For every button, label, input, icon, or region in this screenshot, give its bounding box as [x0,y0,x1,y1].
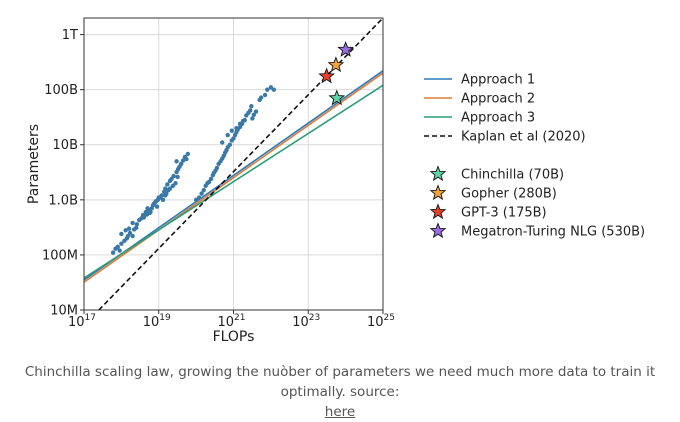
scatter-point [240,118,246,124]
x-tick-label: 1025 [367,313,395,330]
scatter-point [249,104,254,109]
x-axis-label: FLOPs [213,329,255,345]
legend: Approach 1 Approach 2 Approach 3 Kaplan et … [424,73,645,240]
scatter-point [262,92,268,98]
scatter-point [237,121,243,127]
scatter-point [234,125,239,131]
scatter-point [127,230,133,236]
legend-label: Chinchilla (70B) [461,168,564,183]
scatter-point [248,108,253,113]
x-tick-label: 1021 [218,313,246,330]
scatter-point [227,142,233,147]
scatter-point [208,176,214,182]
x-tick-label: 1019 [143,313,171,330]
scatter-point [119,241,124,246]
scatter-point [251,112,257,117]
scatter-point [134,225,139,231]
model-star [318,67,335,84]
series-line [84,84,383,279]
legend-label: Megatron-Turing NLG (530B) [461,225,645,240]
scatter-point [225,132,230,138]
scatter-points [110,85,277,255]
y-axis-ticks: 10M 100M 1.0B 10B 100B 1T [42,28,84,319]
scatter-point [196,195,202,200]
scatter-point [229,128,234,133]
scatter-point [164,191,169,196]
scatter-point [134,222,140,227]
scatter-point [214,165,220,171]
scatter-point [123,228,128,233]
scatter-point [130,233,135,239]
scatter-point [258,95,264,100]
scatter-point [185,151,191,157]
scatter-point [167,186,173,191]
scatter-point [117,248,122,253]
scatter-point [171,173,176,179]
y-tick-label: 1.0B [48,193,78,208]
scatter-point [130,220,135,226]
scatter-point [184,156,189,162]
scatter-point [141,215,147,220]
scatter-point [193,197,199,203]
caption-text: Chinchilla scaling law, growing the nuòb… [24,364,656,400]
series-line [84,72,383,283]
legend-label: Approach 2 [461,92,535,107]
scatter-point [165,182,170,187]
scatter-point [110,250,116,255]
scatter-point [265,87,270,92]
scatter-point [115,244,120,250]
scatter-point [175,174,180,180]
scatter-point [231,136,236,141]
scatter-point [237,124,243,130]
scatter-point [154,204,160,209]
legend-label: Approach 3 [461,111,535,126]
y-tick-label: 10B [53,138,78,153]
legend-star-swatch [429,165,447,182]
scatter-point [253,109,259,114]
scatter-point [271,87,277,92]
legend-label: Kaplan et al (2020) [461,130,586,145]
scatter-point [179,161,184,167]
y-tick-label: 100B [44,83,78,98]
scatter-point [173,181,178,186]
legend-star-swatch [429,203,447,220]
source-link[interactable]: here [324,404,356,420]
scatter-point [268,85,274,90]
scatter-point [201,187,206,193]
scatter-point [250,116,255,121]
legend-label: Approach 1 [461,73,535,88]
y-tick-label: 100M [42,248,78,263]
y-tick-label: 1T [62,28,78,43]
legend-star-swatch [429,222,447,239]
legend-label: Gopher (280B) [461,187,557,202]
scatter-point [147,210,153,216]
scatter-point [149,206,154,211]
legend-label: GPT-3 (175B) [461,206,547,221]
series-line [98,18,383,310]
model-star [328,89,346,106]
y-axis-label: Parameters [26,124,42,204]
grid-lines [83,18,384,311]
scatter-point [174,159,179,164]
scatter-point [220,140,225,145]
model-star [337,41,354,57]
x-tick-label: 1023 [292,313,320,330]
scatter-point [206,179,212,185]
scatter-point [119,231,124,237]
scatter-point [199,191,204,196]
model-markers [318,41,354,106]
scatter-point [160,197,166,203]
model-star [327,56,345,73]
x-axis-ticks: 1017 1019 1021 1023 1025 [68,310,395,330]
scaling-law-chart: 1017 1019 1021 1023 1025 10M100M1.0B10B100B1… [26,17,645,345]
y-tick-label: 10M [50,304,78,319]
scatter-point [126,226,132,231]
figure-caption: Chinchilla scaling law, growing the nuòb… [0,362,680,422]
legend-star-swatch [429,184,447,201]
